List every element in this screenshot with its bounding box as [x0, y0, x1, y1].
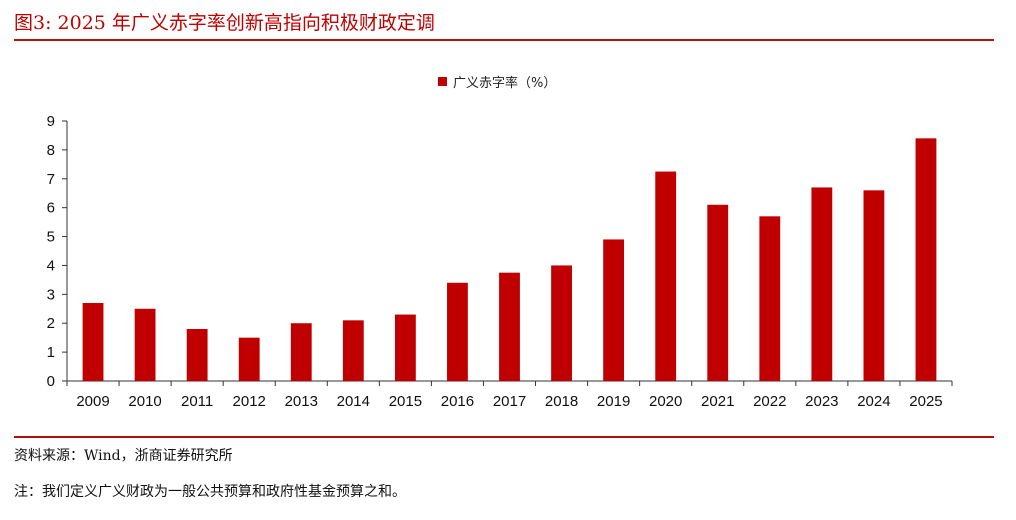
x-tick-label: 2022 — [753, 393, 786, 410]
x-tick-label: 2011 — [181, 393, 213, 410]
bar-2009 — [82, 303, 104, 381]
bar-2015 — [394, 314, 416, 381]
bar-2010 — [134, 308, 156, 381]
x-tick-label: 2014 — [337, 393, 370, 410]
x-tick-label: 2016 — [441, 393, 474, 410]
bar-2021 — [707, 204, 729, 381]
y-tick-label: 4 — [47, 257, 55, 274]
y-tick-label: 0 — [47, 373, 55, 390]
x-tick-label: 2021 — [701, 393, 734, 410]
y-tick-label: 2 — [47, 315, 55, 332]
figure-title: 图3: 2025 年广义赤字率创新高指向积极财政定调 — [14, 12, 435, 34]
bar-2018 — [551, 265, 572, 381]
bar-2014 — [342, 320, 364, 381]
bar-2019 — [603, 239, 625, 381]
x-tick-label: 2025 — [909, 393, 942, 410]
x-tick-label: 2018 — [545, 393, 578, 410]
y-tick-label: 5 — [47, 229, 55, 246]
x-tick-label: 2013 — [285, 393, 318, 410]
bar-2024 — [863, 190, 885, 381]
y-tick-label: 9 — [47, 113, 55, 130]
x-tick-label: 2020 — [649, 393, 682, 410]
note-text: 注：我们定义广义财政为一般公共预算和政府性基金预算之和。 — [14, 484, 406, 500]
legend-label: 广义赤字率（%） — [453, 76, 557, 91]
y-tick-label: 3 — [47, 286, 55, 303]
title-rule — [14, 39, 994, 41]
bar-2023 — [811, 187, 833, 381]
y-tick-label: 6 — [47, 200, 55, 217]
bar-2011 — [186, 329, 208, 381]
bar-2012 — [238, 337, 260, 381]
bar-2025 — [915, 138, 937, 381]
legend: 广义赤字率（%） — [438, 72, 556, 91]
y-tick-label: 8 — [47, 142, 55, 159]
x-tick-label: 2017 — [493, 393, 526, 410]
bar-2020 — [655, 171, 677, 381]
x-tick-label: 2010 — [128, 393, 161, 410]
footer-rule — [14, 436, 994, 438]
bar-2016 — [447, 282, 468, 381]
bar-2013 — [290, 323, 312, 381]
y-tick-label: 1 — [47, 344, 55, 361]
y-tick-label: 7 — [47, 171, 55, 188]
source-text: 资料来源：Wind，浙商证券研究所 — [14, 448, 233, 464]
legend-swatch — [438, 77, 447, 86]
x-tick-label: 2012 — [233, 393, 266, 410]
bar-2022 — [759, 216, 781, 381]
bar-2017 — [499, 272, 520, 381]
x-tick-label: 2009 — [76, 393, 109, 410]
x-tick-label: 2024 — [857, 393, 890, 410]
x-tick-label: 2023 — [805, 393, 838, 410]
x-tick-label: 2015 — [389, 393, 422, 410]
x-tick-label: 2019 — [597, 393, 630, 410]
